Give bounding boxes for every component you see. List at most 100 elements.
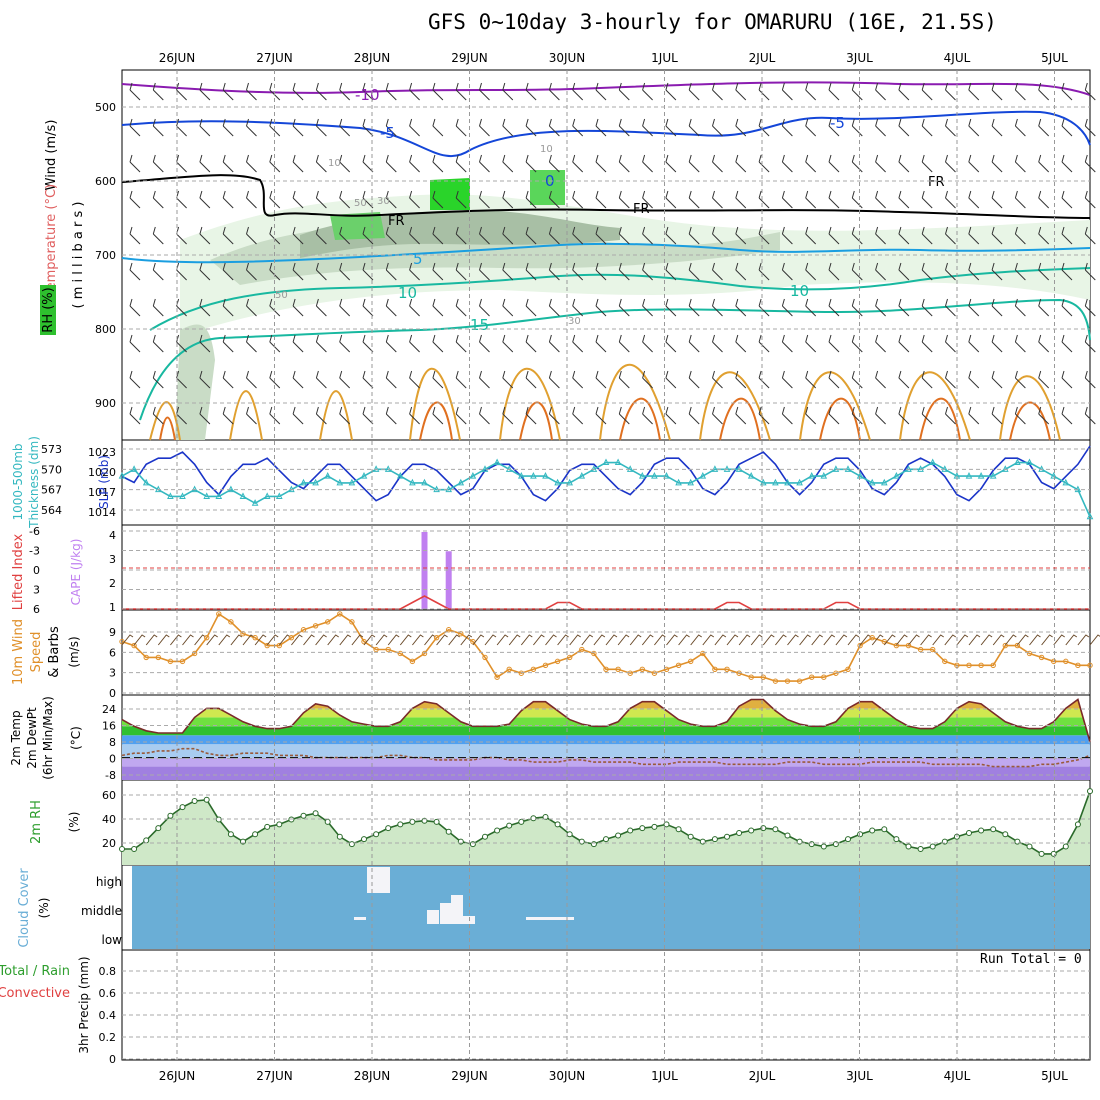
date-label-bottom: 29JUN bbox=[451, 1069, 488, 1083]
rh2m-point bbox=[820, 843, 827, 850]
wind-barb bbox=[688, 118, 700, 137]
wind10-point bbox=[603, 666, 609, 672]
wind10-barb bbox=[351, 634, 364, 646]
wind-barb bbox=[432, 262, 444, 281]
wind-barb bbox=[315, 82, 327, 101]
wind10-barb bbox=[133, 634, 146, 646]
li-tick: -3 bbox=[29, 545, 40, 558]
thickness-point bbox=[747, 471, 755, 479]
wind10-point bbox=[1063, 658, 1069, 665]
contour-label: -5 bbox=[380, 124, 395, 142]
wind10-point bbox=[494, 674, 500, 680]
wind-barb bbox=[1061, 406, 1073, 425]
wind-barb bbox=[432, 370, 444, 389]
wind-barb bbox=[1014, 406, 1026, 425]
wind-barb bbox=[455, 262, 467, 281]
rh2m-point bbox=[711, 836, 718, 843]
wind-barb bbox=[921, 118, 933, 137]
wind10-point bbox=[288, 634, 295, 641]
wind-barb bbox=[315, 262, 327, 281]
wind-barb bbox=[455, 298, 467, 317]
wind-barb bbox=[479, 334, 490, 353]
wind10-point bbox=[917, 646, 924, 653]
wind-barb bbox=[618, 190, 630, 209]
wind10-point bbox=[724, 666, 730, 672]
rh2m-point bbox=[566, 831, 573, 838]
rh2m-point bbox=[929, 843, 936, 850]
wind10-barb bbox=[291, 634, 303, 646]
wind-barb bbox=[479, 370, 490, 389]
wind10-point bbox=[772, 678, 779, 684]
wind-barb bbox=[385, 226, 397, 245]
contour-label: 30 bbox=[568, 316, 581, 327]
wind-barb bbox=[432, 406, 444, 425]
wind-barb bbox=[991, 118, 1003, 137]
li-tick: 6 bbox=[33, 603, 40, 616]
thickness-point bbox=[1050, 471, 1058, 479]
wind-barb bbox=[315, 334, 327, 353]
wind-barb bbox=[758, 82, 770, 101]
wind-barb bbox=[991, 262, 1003, 281]
wind10-barb bbox=[799, 634, 811, 646]
wind-barb bbox=[688, 226, 700, 245]
wind10-tick: 3 bbox=[109, 667, 116, 680]
wind-barb bbox=[432, 298, 444, 317]
thickness-point bbox=[1014, 458, 1021, 466]
thickness-point bbox=[1026, 458, 1033, 466]
wind-barb bbox=[595, 334, 607, 353]
wind10-point bbox=[760, 674, 766, 680]
wind-barb bbox=[315, 370, 327, 389]
wind-barb bbox=[828, 118, 840, 137]
wind-barb bbox=[152, 154, 164, 173]
wind10-barb bbox=[980, 634, 993, 646]
wind-barb bbox=[968, 190, 980, 209]
wind-barb bbox=[968, 154, 980, 173]
wind10-barb bbox=[605, 634, 618, 646]
wind-barb bbox=[152, 118, 164, 137]
wind-barb bbox=[152, 334, 164, 353]
wind-barb bbox=[572, 370, 584, 389]
wind10-barb bbox=[327, 634, 339, 646]
wind-barb bbox=[1014, 154, 1026, 173]
cape-tick: 2 bbox=[109, 577, 116, 590]
wind-barb bbox=[712, 118, 723, 137]
wind10-point bbox=[857, 642, 863, 649]
wind-barb bbox=[851, 118, 863, 137]
temp-band bbox=[122, 735, 1090, 745]
wind10-point bbox=[191, 650, 198, 657]
wind-barb bbox=[432, 118, 444, 137]
wind10-barb bbox=[835, 634, 848, 646]
wind10-point bbox=[809, 674, 815, 680]
thickness-point bbox=[856, 471, 864, 479]
wind-barb bbox=[176, 370, 187, 389]
wind-barb bbox=[548, 406, 560, 425]
wind-barb bbox=[712, 334, 723, 353]
wind10-barb bbox=[206, 634, 218, 646]
wind10-barb bbox=[508, 634, 521, 646]
thickness-point bbox=[614, 458, 622, 466]
wind-barb bbox=[572, 190, 584, 209]
date-label-top: 2JUL bbox=[749, 51, 776, 65]
date-label-bottom: 28JUN bbox=[354, 1069, 391, 1083]
precip-label-convective: Convective bbox=[0, 986, 70, 1001]
wind-barb bbox=[572, 82, 584, 101]
wind-barb bbox=[805, 154, 817, 173]
date-axis-labels: 26JUN 26JUN 27JUN 27JUN 28JUN 28JUN 29JUN 29JUN… bbox=[159, 51, 1068, 1083]
wind10-point bbox=[833, 670, 839, 676]
wind-barb bbox=[781, 226, 793, 245]
thickness-point bbox=[868, 478, 876, 486]
wind10-barb bbox=[1004, 634, 1017, 646]
wind-barb bbox=[502, 190, 514, 209]
wind-barb bbox=[642, 406, 653, 425]
wind10-point bbox=[228, 619, 234, 625]
wind-barb bbox=[945, 118, 956, 137]
wind10-barb bbox=[496, 634, 509, 646]
wind-barb bbox=[502, 226, 514, 245]
wind10-point bbox=[688, 658, 694, 665]
slp-label-thickness-2: Thickness (dm) bbox=[27, 436, 41, 529]
wind10-barb bbox=[315, 634, 327, 646]
wind10-barb bbox=[690, 634, 702, 646]
wind10-point bbox=[869, 634, 875, 641]
wind-barb bbox=[479, 118, 490, 137]
wind-barb bbox=[805, 370, 817, 389]
